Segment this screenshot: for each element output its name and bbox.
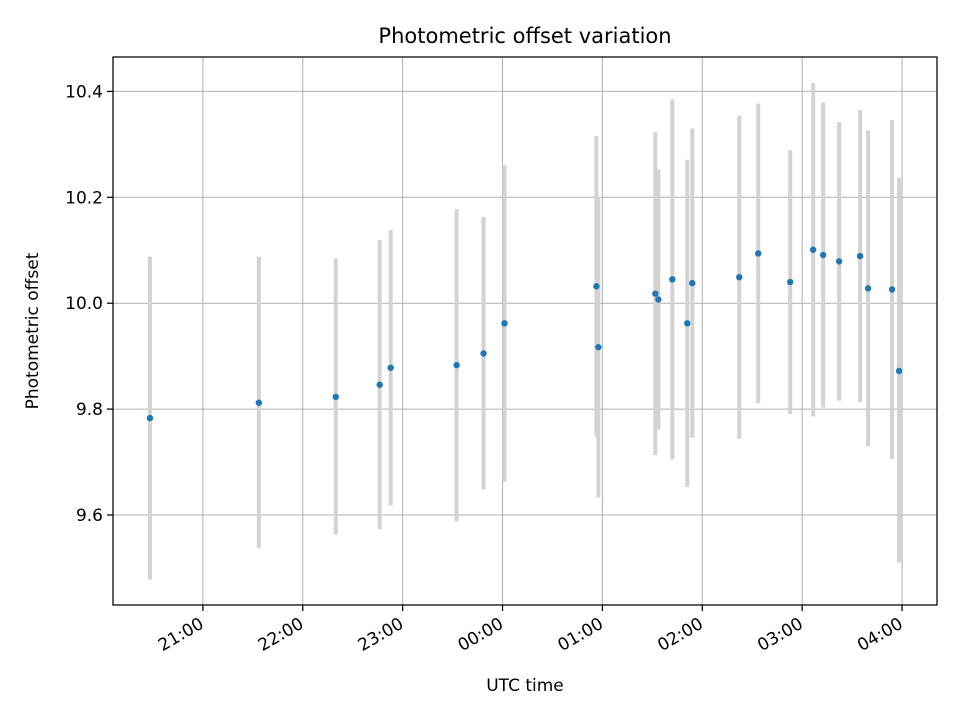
y-tick-label: 10.0: [65, 294, 103, 314]
data-point: [501, 320, 508, 327]
data-point: [146, 414, 154, 422]
x-axis-label: UTC time: [486, 676, 564, 696]
data-point: [684, 320, 691, 327]
data-point: [332, 393, 339, 401]
data-point: [387, 364, 394, 371]
data-point: [835, 258, 843, 265]
data-point: [593, 283, 600, 290]
data-point: [255, 399, 263, 406]
data-point: [669, 276, 676, 283]
data-points: [146, 246, 903, 422]
y-axis-label: Photometric offset: [23, 252, 43, 409]
data-point: [480, 350, 487, 357]
data-point: [453, 361, 460, 369]
data-point: [819, 251, 827, 259]
y-tick-label: 10.2: [65, 188, 103, 208]
y-tick-label: 9.8: [76, 400, 103, 420]
data-point: [376, 381, 383, 388]
data-point: [652, 290, 659, 297]
plot-area-frame: [112, 56, 938, 606]
data-point: [809, 246, 817, 253]
y-axis-ticks: 9.6 9.8 10.0 10.2 10.4: [65, 82, 113, 526]
data-point: [755, 250, 762, 257]
data-point: [888, 286, 896, 293]
y-tick-label: 9.6: [76, 506, 103, 526]
data-point: [856, 252, 864, 260]
data-point: [595, 343, 602, 351]
y-tick-label: 10.4: [65, 82, 103, 102]
data-point: [786, 278, 794, 286]
data-point: [895, 367, 903, 375]
data-point: [655, 296, 662, 303]
grid-lines: [113, 57, 937, 605]
data-point: [864, 285, 872, 292]
data-point: [736, 274, 743, 281]
data-point: [689, 279, 696, 287]
chart-title: Photometric offset variation: [378, 24, 671, 48]
